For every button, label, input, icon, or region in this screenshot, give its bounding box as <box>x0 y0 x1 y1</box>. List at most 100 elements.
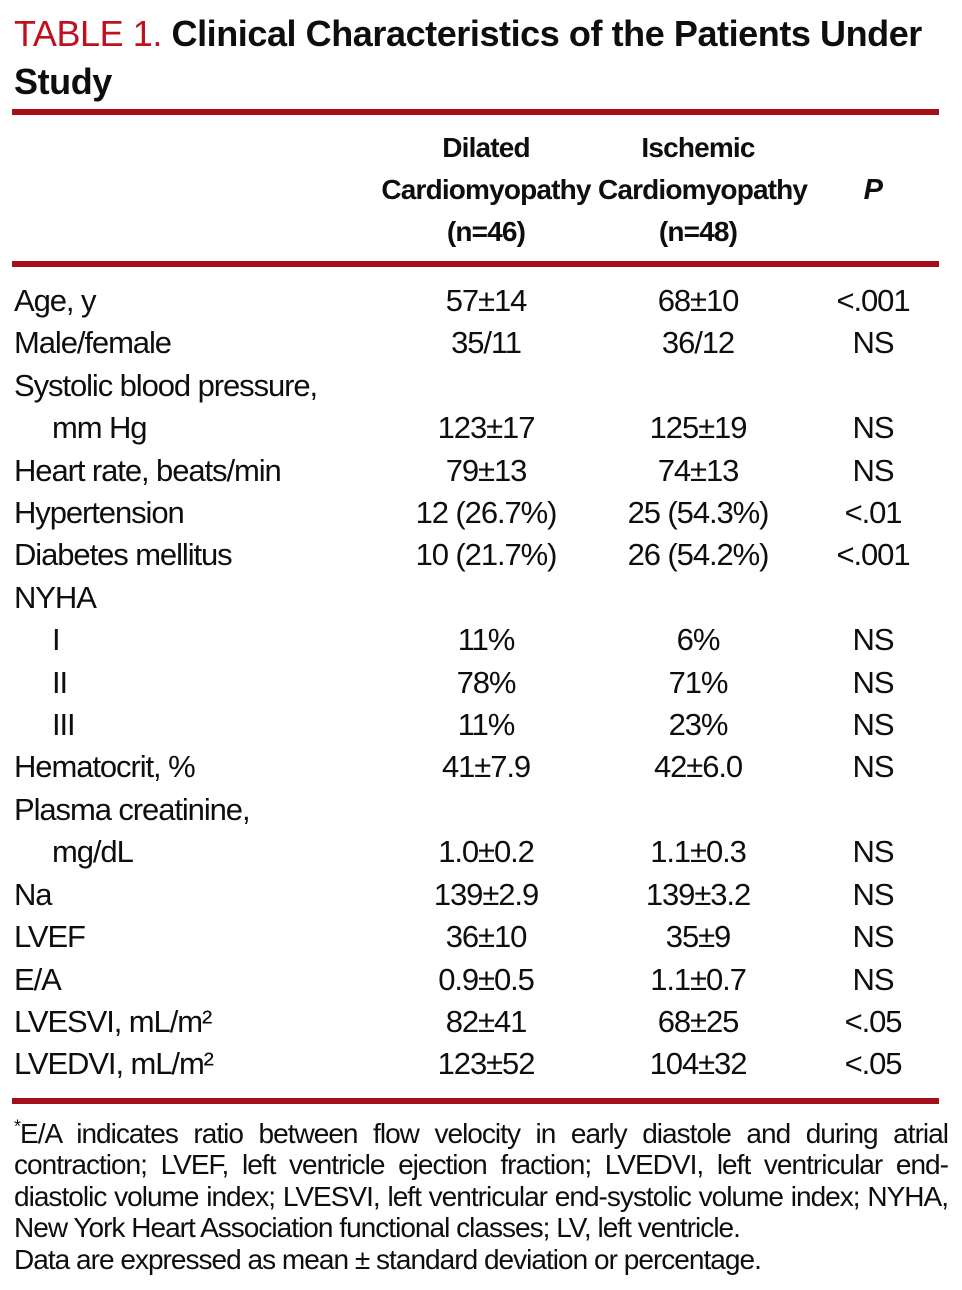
cell-ischemic: 139±3.2 <box>645 876 751 912</box>
cell-dilated: 0.9±0.5 <box>438 961 535 997</box>
cell-dilated: 123±17 <box>437 410 536 446</box>
cell-ischemic: 68±10 <box>657 283 740 318</box>
cell-p <box>798 365 948 407</box>
cell-p: NS <box>852 410 895 446</box>
table-title-text: Clinical Characteristics of the Patients… <box>14 13 922 102</box>
cell-ischemic: 125±19 <box>649 410 748 446</box>
row-label: LVEDVI, mL/m² <box>14 1046 214 1082</box>
row-label: Na <box>14 876 53 912</box>
cell-ischemic: 35±9 <box>665 919 731 955</box>
cell-p <box>798 789 948 831</box>
row-label: Hypertension <box>14 495 185 531</box>
cell-ischemic: 6% <box>676 622 721 658</box>
cell-p: NS <box>852 707 895 743</box>
cell-p: <.05 <box>844 1003 903 1039</box>
table-row: E/A 0.9±0.5 1.1±0.7 NS <box>14 959 948 1001</box>
table-row: Age, y 57±14 68±10 <.001 <box>14 280 948 322</box>
cell-dilated: 78% <box>456 664 517 700</box>
cell-p: NS <box>852 919 895 955</box>
row-label: Diabetes mellitus <box>14 537 233 573</box>
cell-dilated: 123±52 <box>437 1046 536 1082</box>
cell-ischemic: 25 (54.3%) <box>627 495 770 531</box>
table-row: Heart rate, beats/min 79±13 74±13 NS <box>14 450 948 492</box>
header-rule <box>12 261 939 267</box>
row-label: E/A <box>14 961 62 997</box>
cell-p: NS <box>852 961 895 997</box>
cell-p: NS <box>852 749 895 785</box>
column-header-ischemic: Ischemic Cardiomyopathy (n=48) <box>598 127 808 253</box>
row-label: LVEF <box>14 919 86 955</box>
bottom-rule <box>12 1097 939 1104</box>
row-label: LVESVI, mL/m² <box>14 1003 212 1039</box>
cell-dilated <box>374 789 598 831</box>
cell-p: <.05 <box>844 1046 903 1082</box>
cell-p: NS <box>852 622 895 658</box>
cell-dilated: 35/11 <box>451 325 522 361</box>
table-row: III 11% 23% NS <box>14 704 948 746</box>
header-dilated-line2: Cardiomyopathy <box>381 174 591 205</box>
row-label: mm Hg <box>52 410 148 446</box>
cell-ischemic: 71% <box>668 664 729 700</box>
cell-dilated: 57±14 <box>445 283 528 318</box>
row-label: NYHA <box>14 579 97 615</box>
cell-ischemic: 42±6.0 <box>653 749 743 785</box>
row-label: Plasma creatinine, <box>14 791 251 827</box>
cell-dilated <box>374 365 598 407</box>
table-row: II 78% 71% NS <box>14 662 948 704</box>
cell-dilated: 139±2.9 <box>433 876 539 912</box>
header-dilated-n: (n=46) <box>446 216 526 247</box>
cell-ischemic <box>598 789 798 831</box>
table-title: TABLE 1. Clinical Characteristics of the… <box>0 0 962 106</box>
footnote-data-note: Data are expressed as mean ± standard de… <box>14 1243 762 1275</box>
row-label: Systolic blood pressure, <box>14 367 318 403</box>
cell-dilated: 79±13 <box>445 452 528 488</box>
table-body: Age, y 57±14 68±10 <.001 Male/female 35/… <box>0 267 962 1098</box>
top-rule <box>12 109 939 115</box>
cell-dilated: 1.0±0.2 <box>438 834 535 870</box>
cell-p: NS <box>852 664 895 700</box>
table-row: Diabetes mellitus 10 (21.7%) 26 (54.2%) … <box>14 534 948 576</box>
cell-dilated: 41±7.9 <box>441 749 531 785</box>
row-label: Hematocrit, % <box>14 749 196 785</box>
table-number-label: TABLE 1. <box>14 13 162 54</box>
cell-p: <.001 <box>836 283 910 318</box>
header-ischemic-n: (n=48) <box>658 216 738 247</box>
row-label: Age, y <box>14 283 96 318</box>
footnote-text: *E/A indicates ratio between flow veloci… <box>14 1116 949 1244</box>
table-row: Na 139±2.9 139±3.2 NS <box>14 874 948 916</box>
table-row: Systolic blood pressure, <box>14 365 948 407</box>
cell-dilated: 10 (21.7%) <box>415 537 558 573</box>
header-ischemic-line1: Ischemic <box>641 132 755 163</box>
footnote-abbreviations: E/A indicates ratio between flow velocit… <box>14 1117 949 1244</box>
column-header-dilated: Dilated Cardiomyopathy (n=46) <box>374 127 598 253</box>
row-label: Male/female <box>14 325 172 361</box>
cell-p: NS <box>852 876 895 912</box>
table-row: I 11% 6% NS <box>14 619 948 661</box>
cell-ischemic: 26 (54.2%) <box>627 537 770 573</box>
table-row: LVESVI, mL/m² 82±41 68±25 <.05 <box>14 1001 948 1043</box>
cell-p: NS <box>852 452 895 488</box>
cell-p: NS <box>852 325 895 361</box>
table-row: NYHA <box>14 577 948 619</box>
table-row: Male/female 35/11 36/12 NS <box>14 322 948 364</box>
table-row: Hypertension 12 (26.7%) 25 (54.3%) <.01 <box>14 492 948 534</box>
cell-ischemic: 74±13 <box>657 452 740 488</box>
cell-p <box>798 577 948 619</box>
table-row: Plasma creatinine, <box>14 789 948 831</box>
row-label: mg/dL <box>52 834 134 870</box>
cell-ischemic <box>598 577 798 619</box>
table-row: Hematocrit, % 41±7.9 42±6.0 NS <box>14 746 948 788</box>
cell-p: <.01 <box>844 495 903 531</box>
cell-ischemic <box>598 365 798 407</box>
cell-ischemic: 68±25 <box>657 1003 740 1039</box>
row-label: Heart rate, beats/min <box>14 452 282 488</box>
cell-ischemic: 23% <box>668 707 729 743</box>
row-label: II <box>52 664 68 700</box>
cell-ischemic: 104±32 <box>649 1046 748 1082</box>
table-header-row: Dilated Cardiomyopathy (n=46) Ischemic C… <box>0 127 962 261</box>
column-header-p-value: P <box>863 173 883 206</box>
cell-dilated: 36±10 <box>445 919 528 955</box>
footnote-marker: * <box>14 1116 21 1137</box>
cell-p: NS <box>852 834 895 870</box>
header-spacer <box>14 127 374 253</box>
